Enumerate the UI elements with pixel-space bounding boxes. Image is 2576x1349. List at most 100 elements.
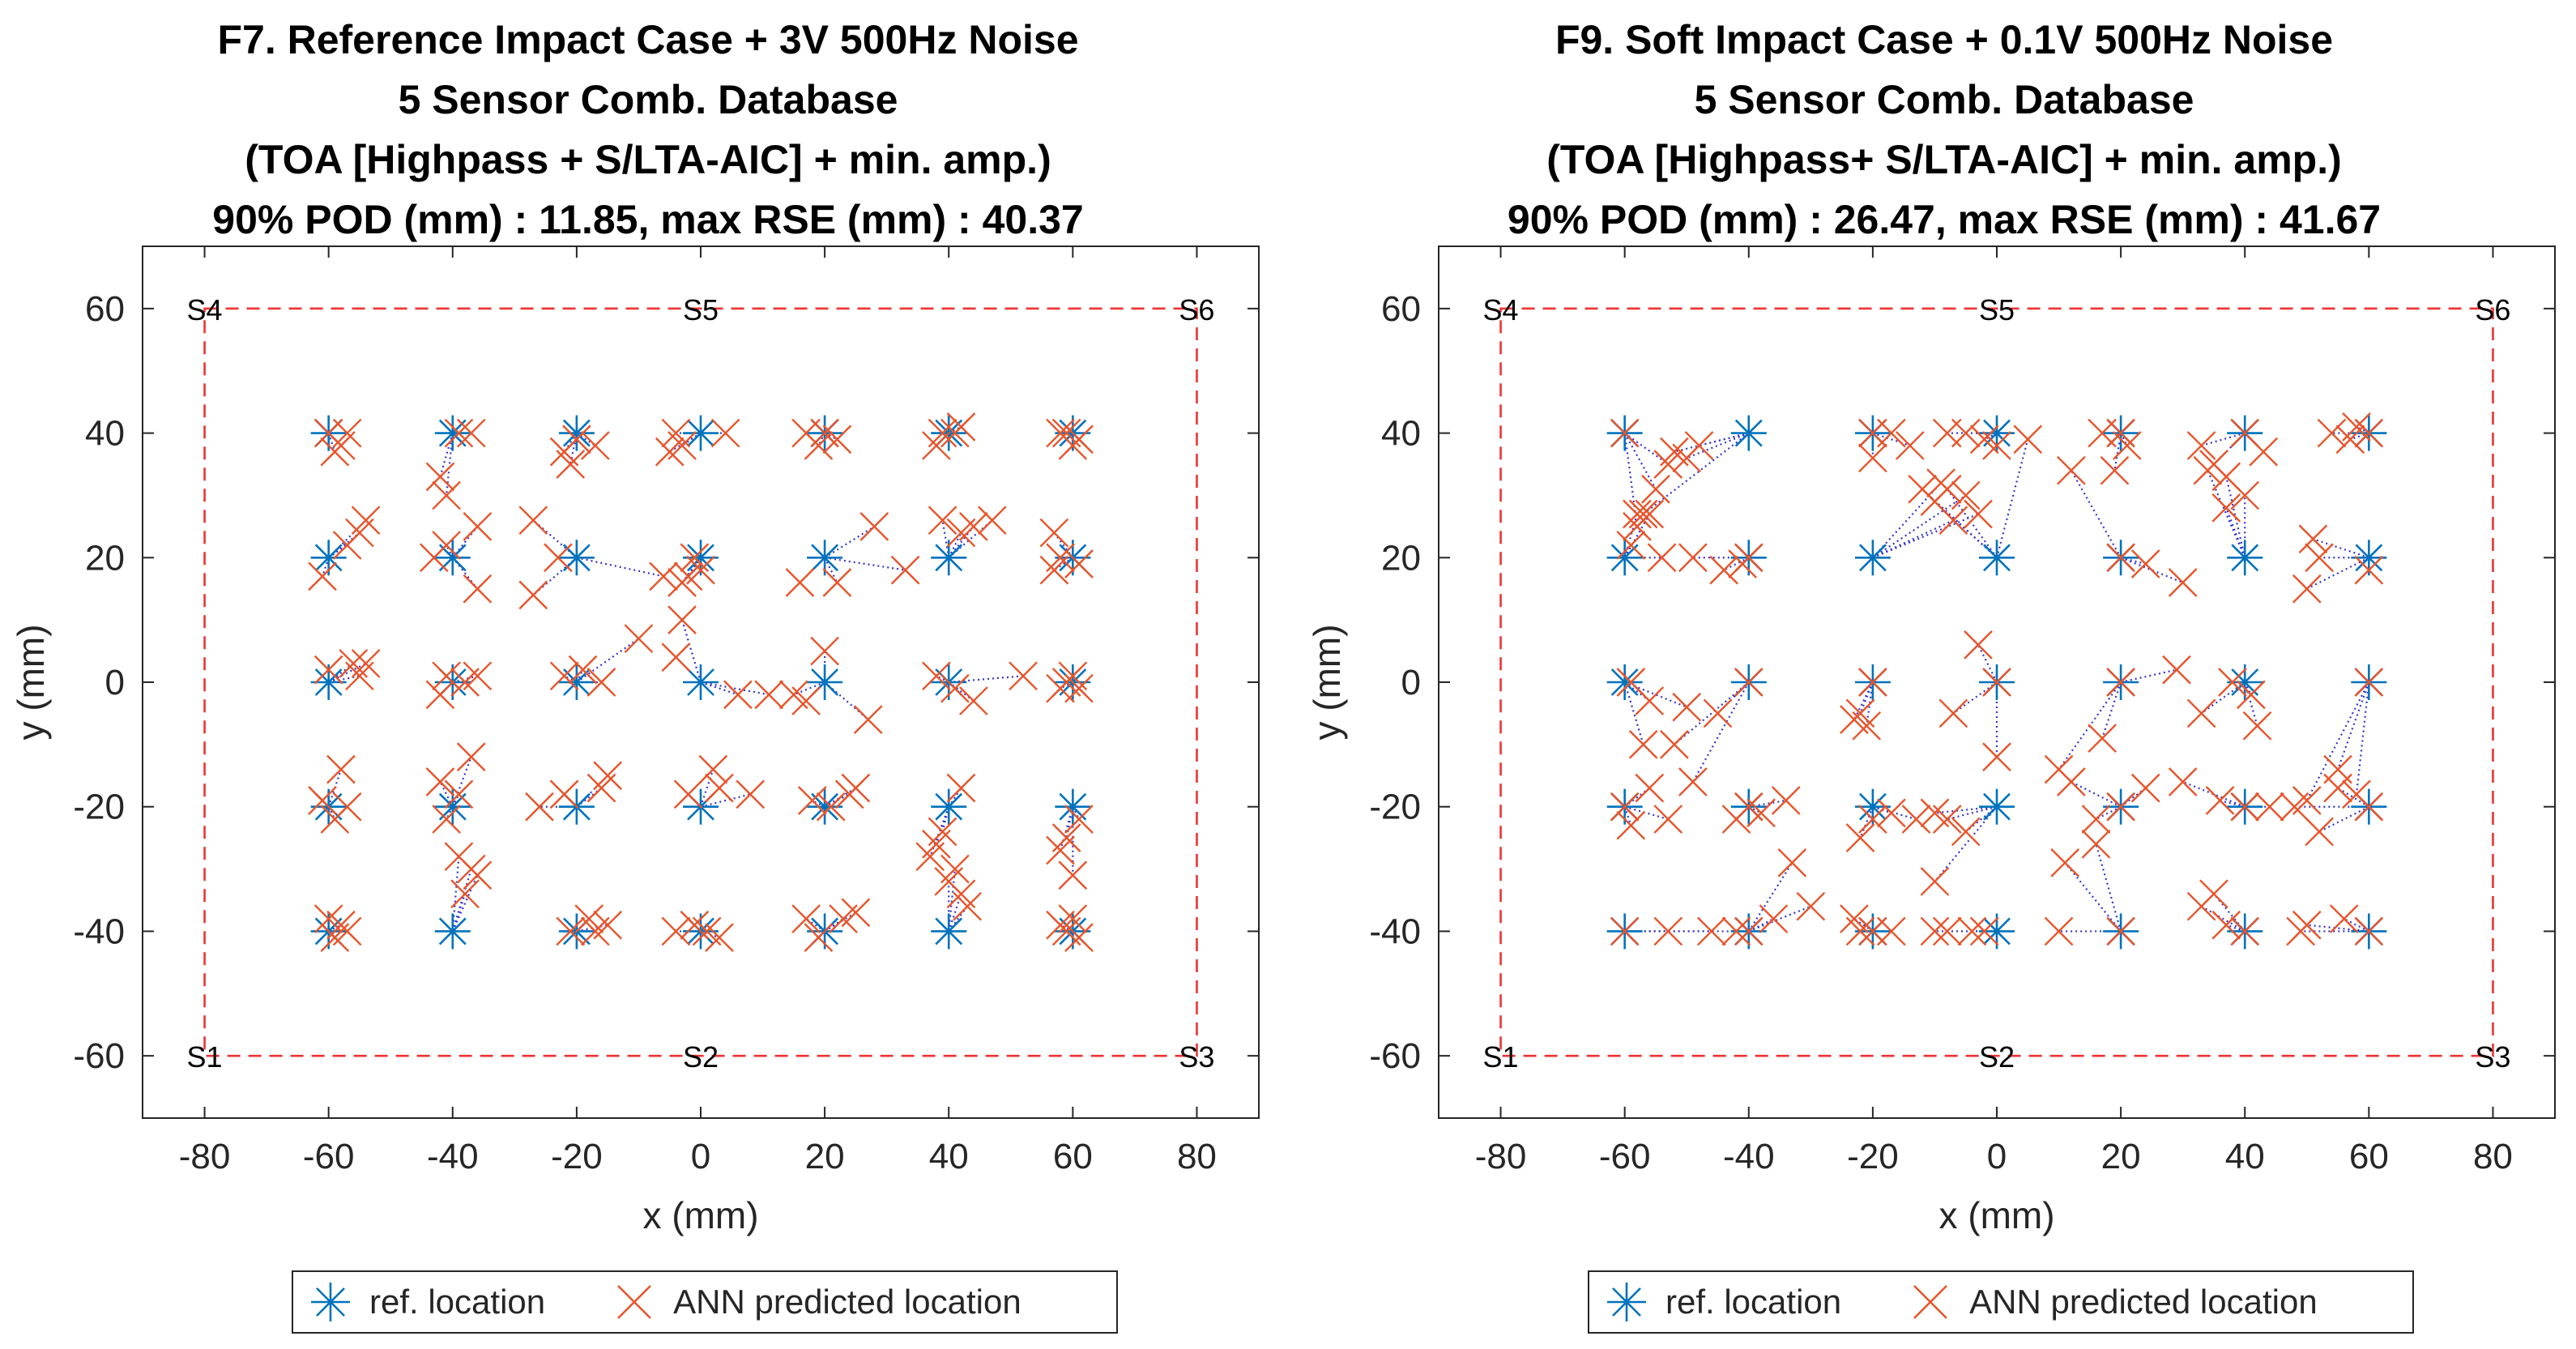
- error-link: [451, 756, 472, 808]
- pred-marker-stroke: [1610, 916, 1640, 946]
- pred-marker: [791, 904, 821, 933]
- pred-marker: [1845, 916, 1875, 946]
- pred-marker-stroke: [822, 425, 852, 455]
- pred-marker-stroke: [425, 462, 455, 492]
- pred-marker-stroke: [859, 512, 889, 541]
- pred-marker-stroke: [2354, 792, 2384, 822]
- pred-marker: [922, 661, 951, 691]
- pred-marker-stroke: [1678, 543, 1708, 573]
- pred-marker: [797, 786, 827, 815]
- pred-marker: [1845, 823, 1875, 852]
- ref-marker-stroke: [1059, 792, 1087, 821]
- pred-marker-stroke: [804, 431, 834, 460]
- ref-marker: [1979, 788, 2015, 825]
- pred-marker: [673, 779, 703, 809]
- pred-marker-stroke: [705, 923, 734, 952]
- pred-marker: [2242, 711, 2272, 741]
- error-link: [2306, 557, 2369, 590]
- pred-marker-stroke: [667, 605, 697, 634]
- pred-marker: [2354, 555, 2384, 585]
- ref-marker: [931, 913, 967, 950]
- pred-marker: [1728, 549, 1757, 578]
- pred-marker-stroke: [326, 910, 356, 940]
- pred-marker-stroke: [2230, 418, 2260, 448]
- plate-boundary: [203, 307, 1198, 1057]
- pred-marker-stroke: [1982, 431, 2011, 460]
- ref-marker: [434, 540, 471, 576]
- pred-marker-stroke: [444, 779, 474, 809]
- error-link: [1853, 918, 1874, 933]
- title-line: 90% POD (mm) : 26.47, max RSE (mm) : 41.…: [1507, 197, 2382, 242]
- ref-marker-stroke: [687, 544, 714, 572]
- pred-marker: [2199, 879, 2228, 909]
- pred-marker: [804, 923, 834, 952]
- pred-marker-stroke: [1653, 805, 1683, 834]
- pred-marker: [2205, 786, 2235, 815]
- pred-marker: [1982, 431, 2011, 460]
- pred-marker: [2112, 431, 2142, 460]
- pred-marker: [432, 805, 461, 834]
- pred-marker: [1635, 773, 1665, 803]
- pred-marker: [2317, 418, 2347, 448]
- pred-marker: [2286, 916, 2315, 946]
- pred-marker: [1746, 798, 1776, 828]
- error-link: [451, 526, 479, 558]
- pred-marker-stroke: [1877, 916, 1906, 946]
- pred-marker-stroke: [586, 668, 616, 697]
- x-axis-label: x (mm): [642, 1194, 758, 1236]
- pred-marker: [1951, 480, 1981, 510]
- error-link: [948, 788, 962, 808]
- pred-marker-stroke: [2317, 418, 2347, 448]
- error-link: [451, 893, 467, 932]
- error-link: [2225, 507, 2246, 558]
- pred-marker-stroke: [425, 767, 455, 796]
- x-tick-label: -60: [1599, 1137, 1651, 1176]
- error-link: [2318, 805, 2369, 833]
- pred-marker: [2354, 668, 2384, 697]
- pred-marker-stroke: [2292, 574, 2322, 604]
- ref-marker: [807, 540, 843, 576]
- pred-marker-stroke: [680, 910, 710, 940]
- error-link: [2350, 432, 2369, 441]
- pred-marker-stroke: [1877, 798, 1906, 828]
- y-tick-label: -60: [73, 1036, 125, 1076]
- pred-marker-stroke: [778, 680, 808, 710]
- x-tick-label: 40: [2225, 1137, 2265, 1176]
- pred-marker: [2254, 792, 2284, 822]
- pred-marker: [463, 574, 493, 604]
- sensor-label: S1: [187, 1040, 223, 1074]
- pred-marker: [2013, 425, 2043, 455]
- error-link: [1859, 806, 1874, 839]
- legend-f7: ref. location ANN predicted location: [292, 1270, 1118, 1334]
- x-tick-label: 80: [2473, 1137, 2513, 1176]
- x-tick-label: -80: [179, 1137, 231, 1176]
- pred-marker-stroke: [940, 673, 970, 703]
- pred-marker-stroke: [432, 531, 461, 560]
- ref-marker-stroke: [687, 668, 714, 696]
- pred-marker-stroke: [1759, 904, 1789, 933]
- pred-marker: [2211, 493, 2241, 523]
- pred-marker-stroke: [2112, 431, 2142, 460]
- pred-marker-stroke: [2106, 543, 2135, 573]
- pred-marker-stroke: [2081, 829, 2111, 859]
- error-link: [700, 793, 751, 808]
- y-tick-label: -40: [1369, 911, 1421, 951]
- legend-ref-label: ref. location: [1665, 1283, 1842, 1321]
- error-link: [824, 525, 875, 559]
- pred-marker-stroke: [2168, 767, 2198, 796]
- y-tick-label: 20: [1381, 538, 1421, 578]
- pred-marker: [463, 512, 493, 541]
- pred-marker-stroke: [2186, 431, 2216, 460]
- ref-marker-stroke: [2231, 668, 2259, 696]
- pred-marker-stroke: [723, 680, 753, 710]
- x-tick-label: 0: [1987, 1137, 2007, 1176]
- error-link: [948, 526, 975, 558]
- sensor-label: S2: [1979, 1040, 2015, 1074]
- y-tick-label: 60: [1381, 289, 1421, 329]
- scatter-plot-f9: S1 S2 S3 S4 S5 S6 -80 -60 -40 -20 0 20 40 60 80 -60 -40 -…: [1306, 245, 2556, 1236]
- pred-marker: [1635, 686, 1665, 715]
- pred-marker: [810, 636, 839, 666]
- pred-marker-stroke: [1982, 668, 2011, 697]
- pred-marker-stroke: [710, 418, 740, 448]
- pred-marker-stroke: [2186, 698, 2216, 728]
